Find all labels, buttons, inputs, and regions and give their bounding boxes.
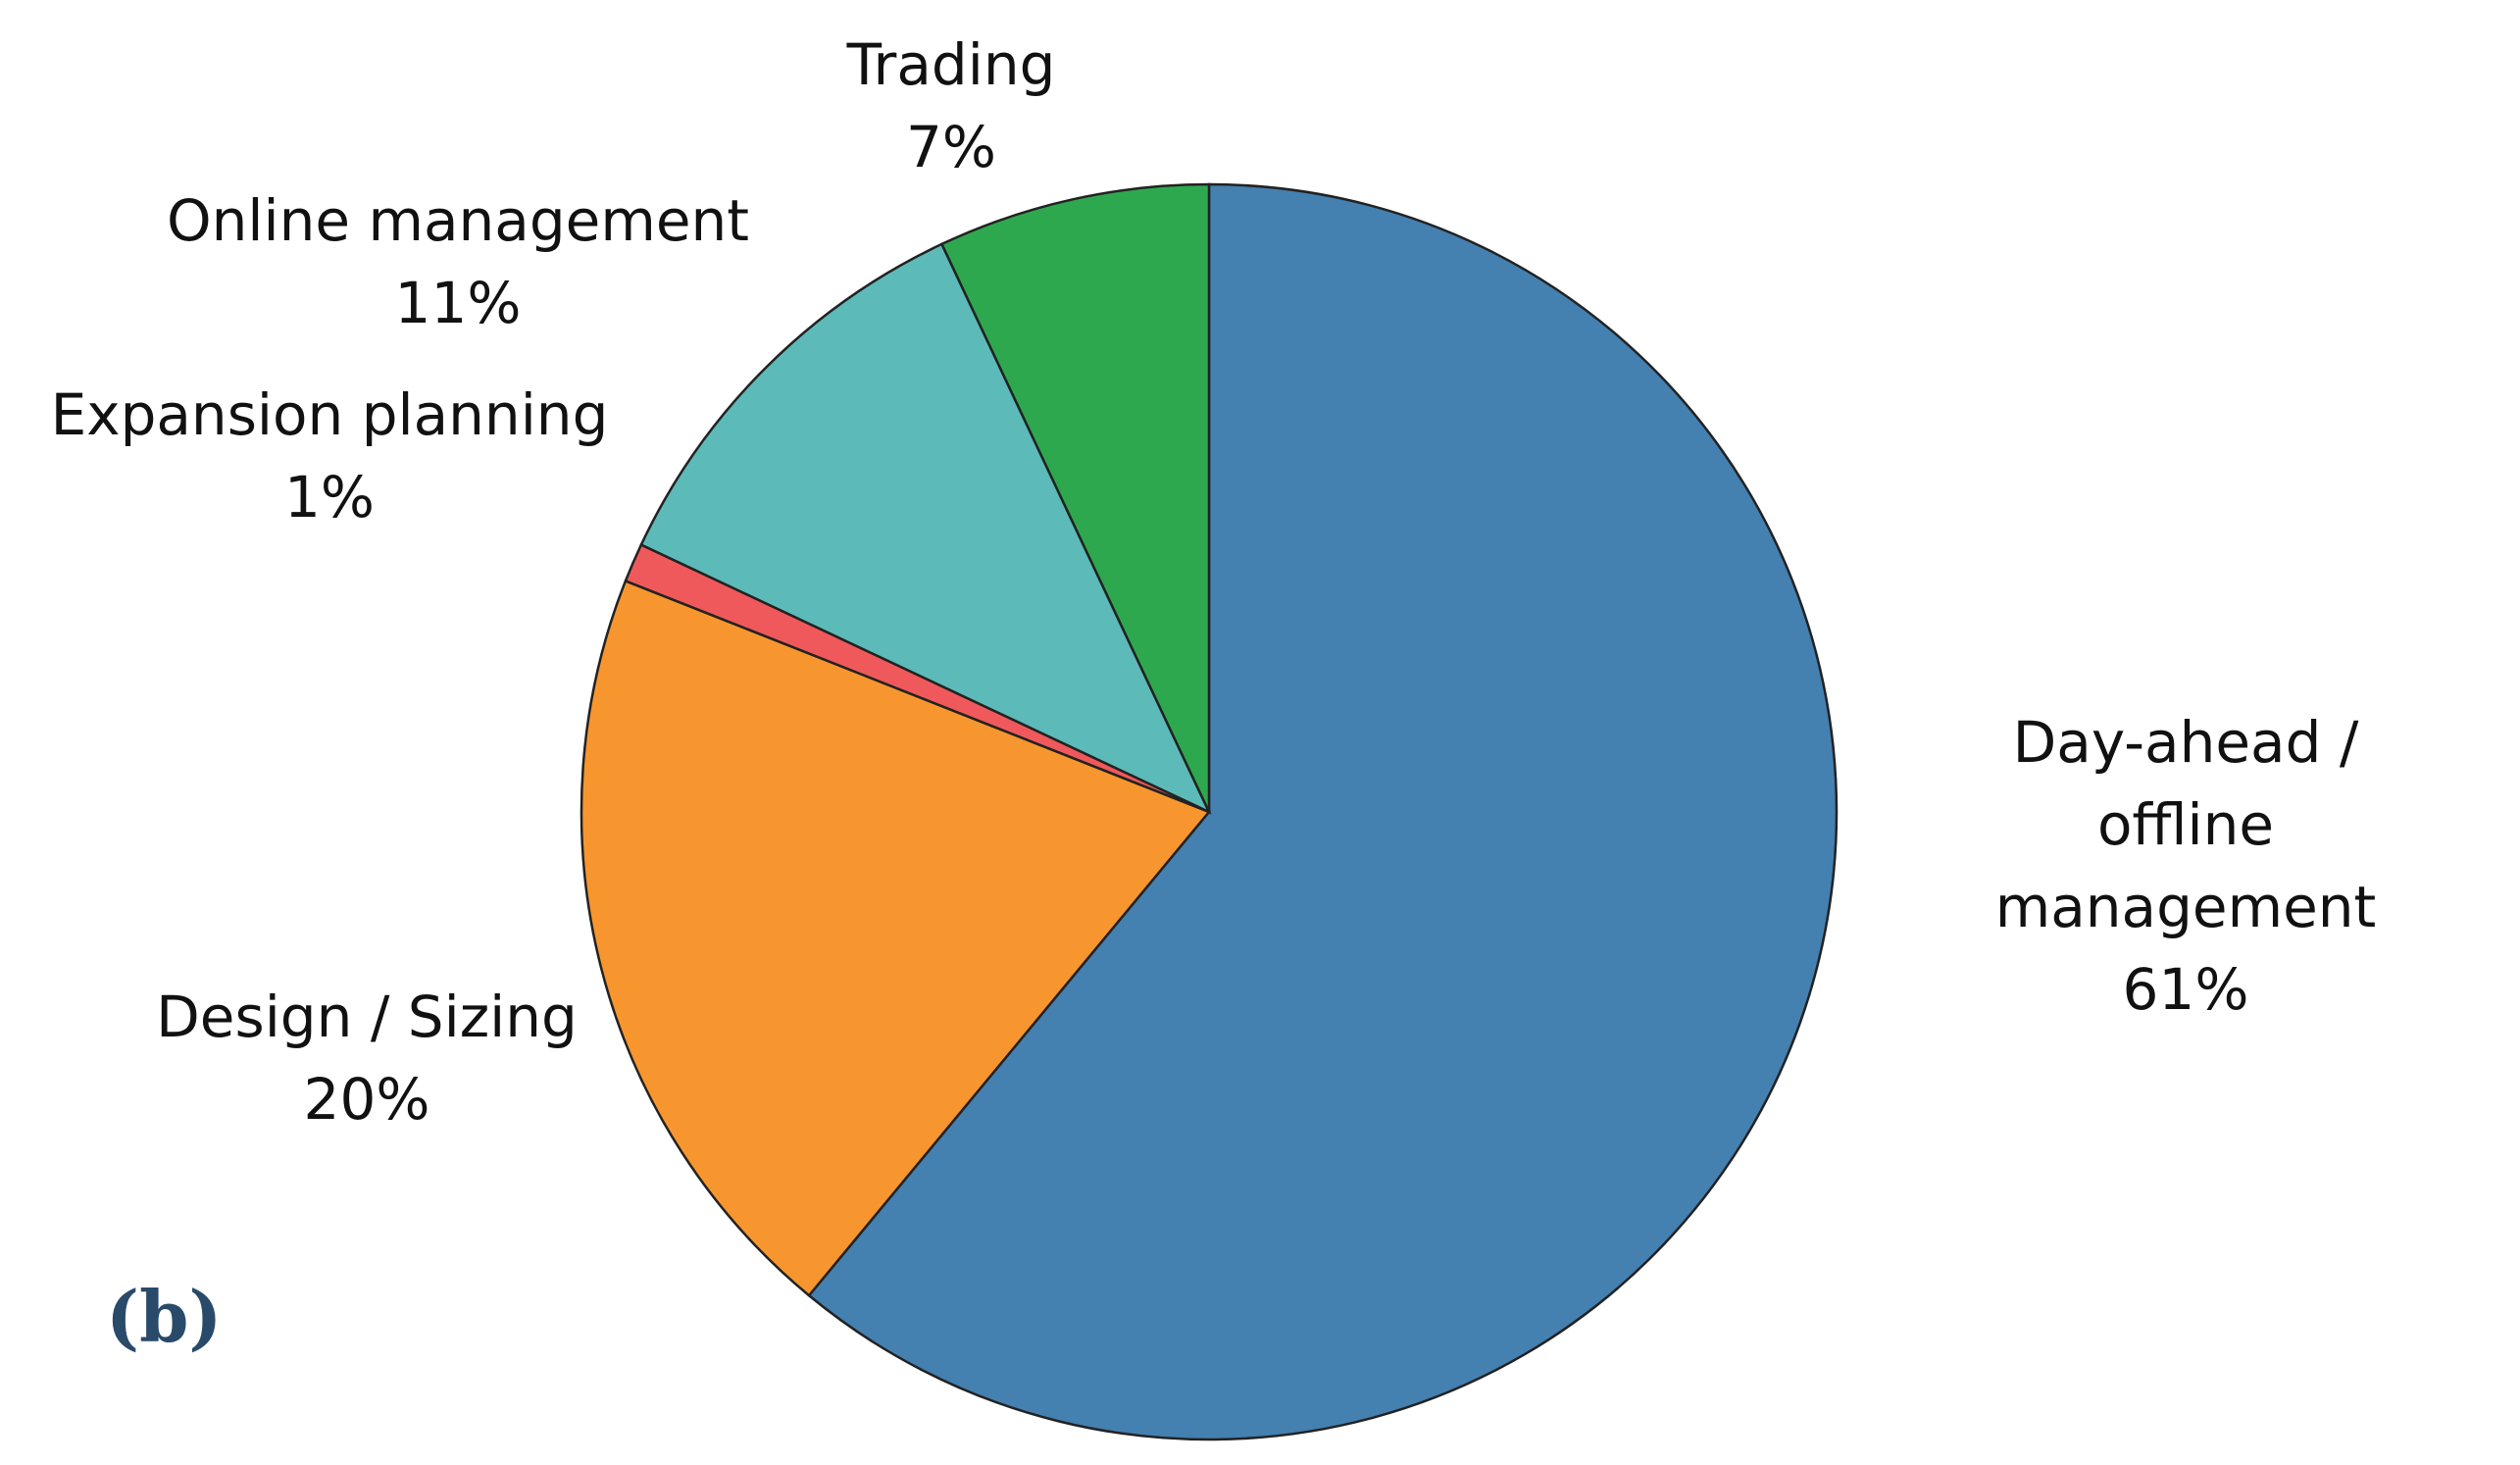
category-label: Expansion planning xyxy=(50,381,609,448)
category-label: Design / Sizing xyxy=(156,984,578,1050)
category-label: Online management xyxy=(166,187,750,254)
slice-label: Trading 7% xyxy=(847,24,1056,188)
pie-slice xyxy=(639,242,1212,815)
value-label: 11% xyxy=(394,270,522,336)
value-label: 61% xyxy=(2122,956,2249,1023)
slice-label: Expansion planning 1% xyxy=(51,374,609,538)
slice-label: Design / Sizing 20% xyxy=(156,976,578,1140)
slice-label: Online management 11% xyxy=(167,179,749,344)
category-label: Day-ahead / offline management xyxy=(1994,709,2377,940)
panel-label: (b) xyxy=(106,1275,223,1358)
value-label: 20% xyxy=(303,1066,430,1133)
pie-slice xyxy=(807,182,1839,1441)
value-label: 7% xyxy=(905,114,996,180)
pie-slice xyxy=(580,579,1212,1297)
slice-label: Day-ahead / offline management 61% xyxy=(1995,701,2377,1031)
category-label: Trading xyxy=(846,31,1056,98)
value-label: 1% xyxy=(283,464,376,530)
pie-slice xyxy=(939,182,1211,813)
